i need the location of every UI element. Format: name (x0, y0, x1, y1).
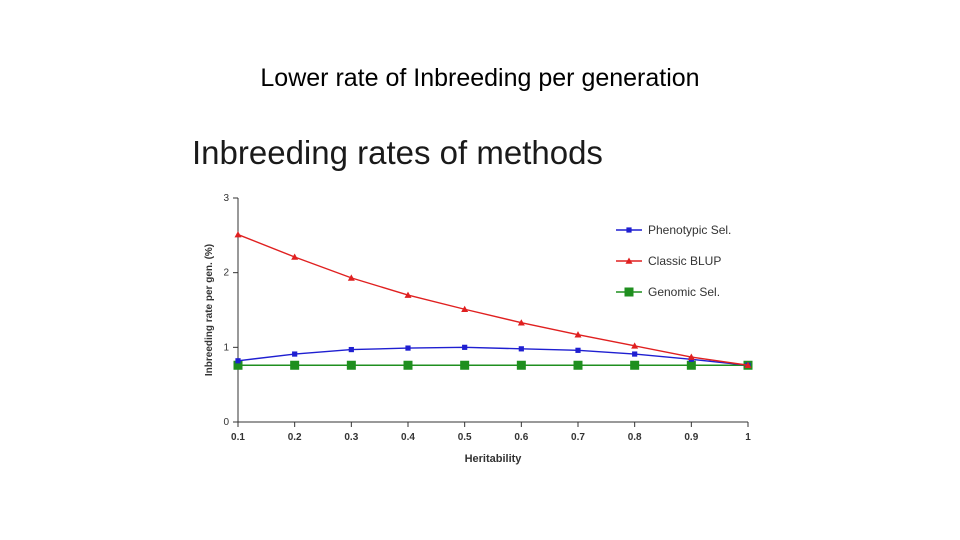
legend: Phenotypic Sel. Classic BLUP Genomic Sel. (616, 223, 731, 299)
data-point (460, 360, 470, 370)
data-point (630, 360, 640, 370)
series-line (237, 233, 749, 366)
series-layer (233, 231, 753, 370)
x-tick-label: 0.6 (514, 432, 528, 443)
y-tick-label: 0 (223, 417, 229, 428)
data-point (574, 331, 582, 338)
data-point (687, 353, 695, 360)
legend-marker (624, 287, 634, 297)
x-tick-label: 1 (745, 432, 751, 443)
slide-title: Lower rate of Inbreeding per generation (260, 64, 700, 92)
data-point (290, 360, 300, 370)
y-tick-label: 3 (223, 193, 229, 204)
data-point (517, 319, 525, 326)
data-point (518, 346, 524, 352)
data-point (292, 351, 298, 357)
chart-title: Inbreeding rates of methods (192, 134, 603, 171)
series-line (237, 346, 749, 366)
series-2 (233, 360, 753, 370)
x-tick-label: 0.3 (344, 432, 358, 443)
data-point (233, 360, 243, 370)
data-point (573, 360, 583, 370)
legend-marker (626, 227, 632, 233)
x-tick-label: 0.1 (231, 432, 245, 443)
data-point (346, 360, 356, 370)
legend-label: Genomic Sel. (648, 285, 720, 299)
y-axis-label: Inbreeding rate per gen. (%) (204, 244, 215, 376)
data-point (403, 360, 413, 370)
data-point (462, 344, 468, 350)
x-tick-label: 0.8 (628, 432, 642, 443)
x-tick-label: 0.4 (401, 432, 415, 443)
legend-label: Phenotypic Sel. (648, 223, 731, 237)
y-axis-ticks: 0 1 2 3 (223, 193, 238, 428)
legend-marker (625, 257, 633, 264)
data-point (347, 274, 355, 281)
data-point (234, 231, 242, 238)
data-point (461, 305, 469, 313)
data-point (291, 253, 299, 260)
data-point (575, 347, 581, 353)
x-tick-label: 0.7 (571, 432, 585, 443)
series-0 (235, 344, 751, 368)
y-tick-label: 1 (223, 342, 229, 353)
x-tick-label: 0.2 (288, 432, 302, 443)
x-axis-ticks: 0.1 0.2 0.3 0.4 0.5 0.6 0.7 0.8 0.9 1 (231, 422, 751, 443)
legend-label: Classic BLUP (648, 254, 721, 268)
data-point (235, 358, 241, 364)
data-point (348, 346, 354, 353)
data-point (744, 361, 752, 369)
data-point (631, 342, 639, 349)
data-point (405, 345, 411, 351)
data-point (686, 360, 696, 370)
x-axis-label: Heritability (465, 453, 523, 465)
y-tick-label: 2 (223, 268, 229, 279)
x-tick-label: 0.5 (458, 432, 472, 443)
series-1 (234, 231, 752, 369)
x-tick-label: 0.9 (684, 432, 698, 443)
data-point (404, 291, 412, 298)
data-point (516, 360, 526, 370)
data-point (632, 351, 638, 357)
